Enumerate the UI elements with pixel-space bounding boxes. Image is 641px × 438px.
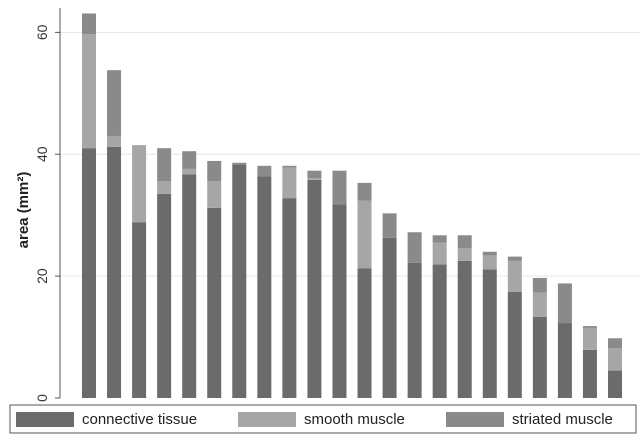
bar-connective-tissue	[157, 193, 172, 398]
bar-smooth-muscle	[532, 292, 547, 317]
bar-stacks	[82, 13, 622, 398]
bar-stack	[132, 145, 147, 398]
bar-striated-muscle	[82, 13, 96, 35]
bar-striated-muscle	[182, 151, 197, 169]
legend-label-striated-muscle: striated muscle	[512, 411, 613, 428]
bar-connective-tissue	[482, 269, 497, 398]
legend-label-smooth-muscle: smooth muscle	[304, 411, 405, 428]
bar-striated-muscle	[382, 213, 397, 238]
bar-connective-tissue	[432, 264, 447, 398]
bar-stack	[332, 170, 347, 398]
bar-smooth-muscle	[307, 178, 322, 180]
legend: connective tissue smooth muscle striated…	[9, 404, 637, 434]
bar-striated-muscle	[107, 70, 122, 136]
bar-smooth-muscle	[157, 181, 172, 194]
bar-connective-tissue	[282, 198, 297, 398]
bar-stack	[582, 326, 597, 398]
bar-stack	[357, 182, 372, 398]
bar-striated-muscle	[482, 251, 497, 256]
bar-smooth-muscle	[457, 248, 472, 261]
bar-stack	[257, 165, 272, 398]
bar-striated-muscle	[232, 162, 247, 165]
y-tick-label: 60	[34, 24, 50, 40]
bar-striated-muscle	[557, 283, 572, 324]
bar-stack	[232, 162, 247, 398]
bar-stack	[82, 13, 96, 398]
legend-box	[9, 404, 637, 434]
bar-smooth-muscle	[482, 255, 497, 270]
bar-striated-muscle	[207, 160, 222, 182]
bar-smooth-muscle	[207, 181, 222, 208]
bar-connective-tissue	[132, 222, 147, 398]
bar-smooth-muscle	[507, 260, 522, 292]
bar-stack	[207, 160, 222, 398]
bar-stack	[507, 256, 522, 398]
bar-stack	[457, 235, 472, 398]
y-ticks: 0 20 40 60	[34, 24, 60, 402]
bar-connective-tissue	[582, 349, 597, 398]
bar-connective-tissue	[407, 262, 422, 398]
legend-label-connective-tissue: connective tissue	[82, 411, 197, 428]
bar-connective-tissue	[608, 370, 622, 398]
bar-connective-tissue	[107, 146, 122, 398]
bar-connective-tissue	[382, 237, 397, 398]
bar-connective-tissue	[232, 164, 247, 398]
legend-swatch-smooth-muscle	[238, 412, 296, 427]
bar-stack	[157, 148, 172, 398]
bar-smooth-muscle	[132, 145, 147, 223]
bar-striated-muscle	[282, 165, 297, 168]
bar-connective-tissue	[207, 207, 222, 398]
bar-smooth-muscle	[608, 348, 622, 371]
bar-connective-tissue	[307, 179, 322, 398]
bar-connective-tissue	[457, 260, 472, 398]
bar-stack	[532, 277, 547, 398]
bar-stack	[282, 165, 297, 398]
bar-smooth-muscle	[182, 168, 197, 175]
bar-smooth-muscle	[82, 34, 96, 149]
bar-striated-muscle	[507, 256, 522, 261]
bar-stack	[432, 235, 447, 398]
bar-striated-muscle	[257, 165, 272, 177]
y-axis-label: area (mm²)	[15, 172, 32, 249]
bar-striated-muscle	[307, 170, 322, 179]
bar-smooth-muscle	[357, 200, 372, 269]
legend-swatch-connective-tissue	[16, 412, 74, 427]
bar-stack	[382, 213, 397, 398]
bar-striated-muscle	[457, 235, 472, 249]
bar-stack	[608, 338, 622, 398]
bar-connective-tissue	[557, 323, 572, 398]
bar-stack	[482, 251, 497, 398]
bar-connective-tissue	[532, 316, 547, 398]
bar-striated-muscle	[357, 182, 372, 201]
bar-striated-muscle	[157, 148, 172, 182]
bar-connective-tissue	[332, 204, 347, 398]
bar-striated-muscle	[532, 277, 547, 293]
bar-connective-tissue	[507, 291, 522, 398]
bar-connective-tissue	[82, 148, 96, 398]
y-tick-label: 40	[34, 146, 50, 162]
bar-smooth-muscle	[107, 135, 122, 147]
gridlines	[60, 31, 640, 277]
bar-striated-muscle	[332, 170, 347, 205]
bar-stack	[557, 283, 572, 398]
bar-stack	[182, 151, 197, 398]
bar-striated-muscle	[432, 235, 447, 243]
bar-smooth-muscle	[432, 242, 447, 265]
bar-smooth-muscle	[582, 327, 597, 350]
bar-smooth-muscle	[282, 167, 297, 199]
bar-striated-muscle	[582, 326, 597, 328]
bar-connective-tissue	[357, 268, 372, 398]
y-tick-label: 20	[34, 268, 50, 284]
bar-connective-tissue	[257, 176, 272, 398]
bar-striated-muscle	[407, 232, 422, 263]
y-tick-label: 0	[34, 394, 50, 402]
legend-swatch-striated-muscle	[446, 412, 504, 427]
bar-striated-muscle	[608, 338, 622, 349]
bar-connective-tissue	[182, 174, 197, 398]
bar-stack	[407, 232, 422, 398]
bar-stack	[107, 70, 122, 398]
bar-stack	[307, 170, 322, 398]
